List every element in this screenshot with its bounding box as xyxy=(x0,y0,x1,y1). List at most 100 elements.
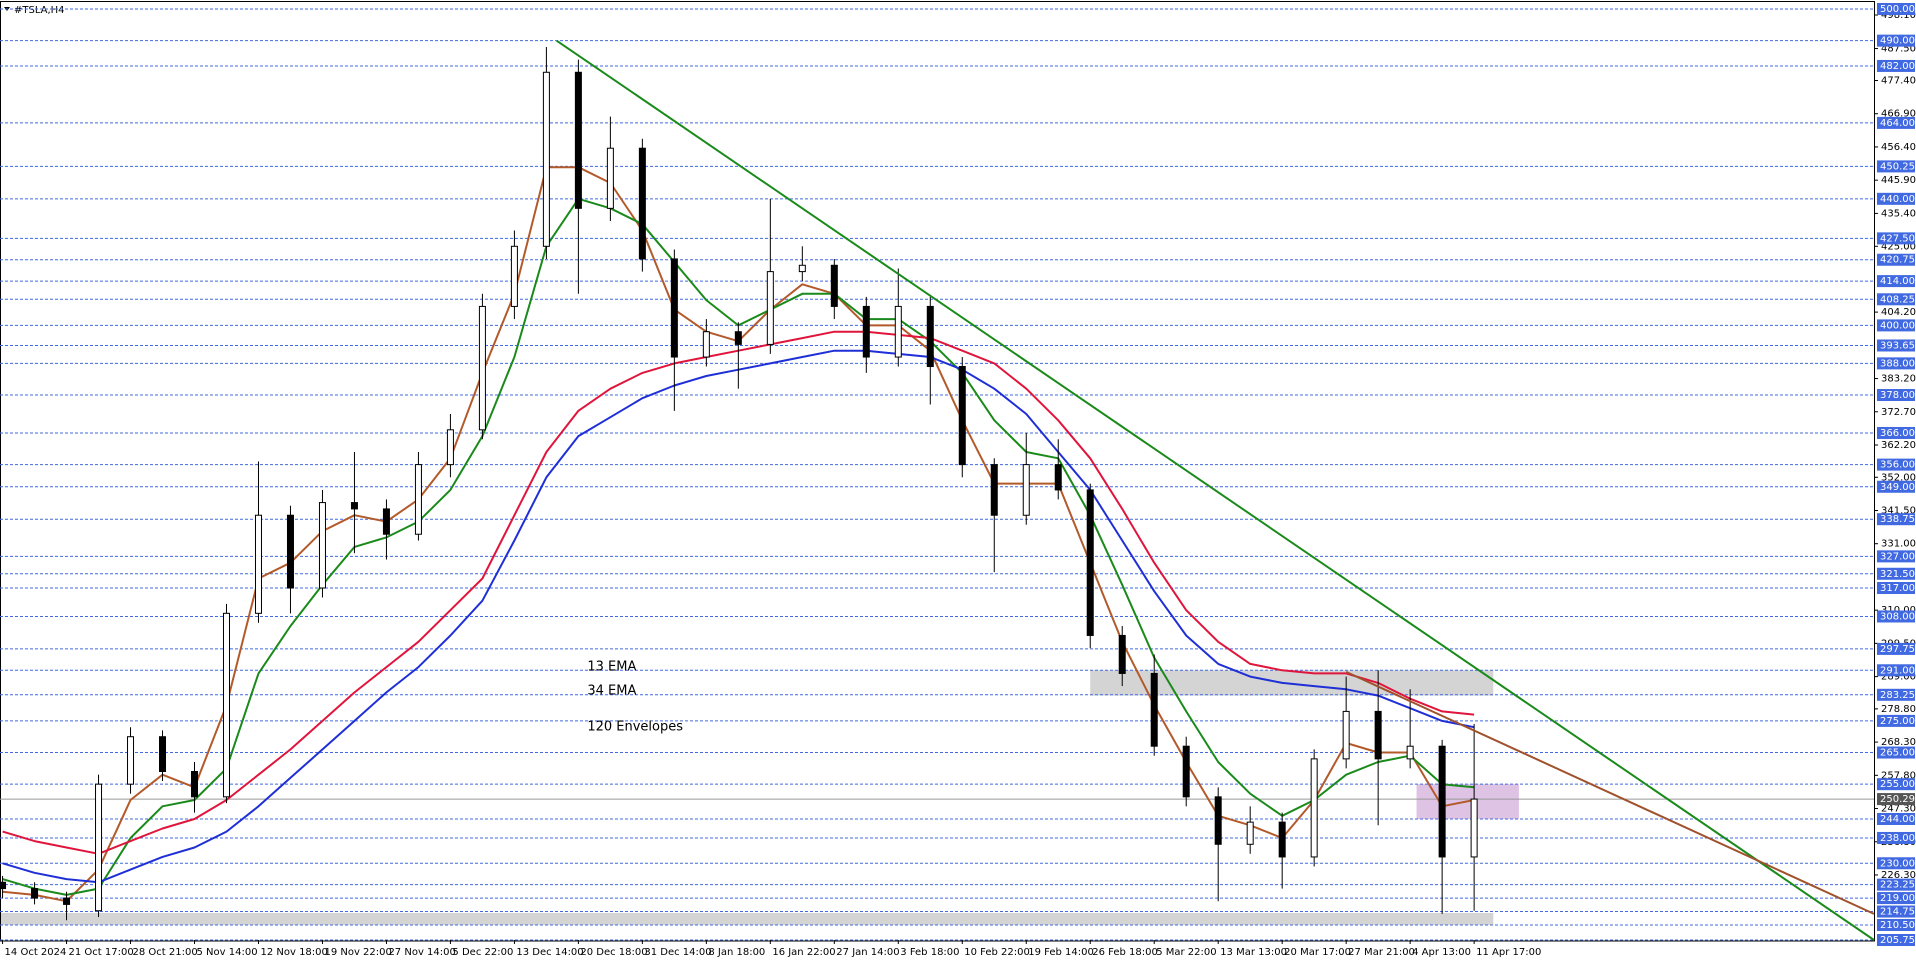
last-price-label: 250.29 xyxy=(1880,794,1915,805)
y-tick-label: 226.30 xyxy=(1881,870,1916,881)
candle-body xyxy=(1342,710,1350,760)
candle-body xyxy=(1086,489,1094,636)
level-label: 393.65 xyxy=(1880,340,1915,351)
candle-body xyxy=(446,429,454,466)
level-label-box xyxy=(1877,357,1915,370)
candle-body xyxy=(638,147,646,260)
level-label-box xyxy=(1877,34,1915,47)
candle-body xyxy=(382,508,390,535)
level-label-box xyxy=(1877,610,1915,623)
x-tick-label: 13 Mar 13:00 xyxy=(1220,947,1287,958)
y-tick-label: 466.90 xyxy=(1881,109,1916,120)
candle-body xyxy=(350,502,358,510)
candle-body xyxy=(95,783,103,912)
candle-body xyxy=(1406,745,1414,760)
level-label-box xyxy=(1877,746,1915,759)
level-label-box xyxy=(1877,59,1915,72)
level-label: 420.75 xyxy=(1880,255,1915,266)
candle-body xyxy=(862,305,870,358)
y-tick-label: 331.00 xyxy=(1881,539,1916,550)
x-tick-label: 26 Feb 18:00 xyxy=(1092,947,1158,958)
candle-body xyxy=(606,147,614,209)
candle-body xyxy=(830,264,838,307)
candle-body xyxy=(31,888,39,899)
level-label-box xyxy=(1877,513,1915,526)
candle-body xyxy=(1246,821,1254,845)
level-label-box xyxy=(1877,688,1915,701)
level-label: 297.75 xyxy=(1880,644,1915,655)
y-tick-label: 498.10 xyxy=(1881,10,1916,21)
level-label: 283.25 xyxy=(1880,690,1915,701)
plot-frame xyxy=(0,1,1875,942)
x-tick-label: 19 Feb 14:00 xyxy=(1028,947,1094,958)
level-label-box xyxy=(1877,116,1915,129)
level-label: 230.00 xyxy=(1880,858,1915,869)
candle-body xyxy=(286,514,294,589)
x-tick-label: 8 Jan 18:00 xyxy=(708,947,765,958)
candle-body xyxy=(670,258,678,358)
y-tick-label: 352.00 xyxy=(1881,472,1916,483)
level-label-box xyxy=(1877,426,1915,439)
y-tick-label: 445.90 xyxy=(1881,175,1916,186)
level-label-box xyxy=(1877,892,1915,905)
level-label: 275.00 xyxy=(1880,716,1915,727)
y-tick-label: 435.40 xyxy=(1881,208,1916,219)
level-label: 366.00 xyxy=(1880,428,1915,439)
x-tick-label: 11 Apr 17:00 xyxy=(1476,947,1541,958)
level-label-box xyxy=(1877,339,1915,352)
level-label: 308.00 xyxy=(1880,611,1915,622)
x-tick-label: 5 Mar 22:00 xyxy=(1156,947,1216,958)
candle-body xyxy=(734,331,742,345)
y-tick-label: 341.50 xyxy=(1881,505,1916,516)
level-label: 464.00 xyxy=(1880,118,1915,129)
level-label: 205.75 xyxy=(1880,935,1915,946)
x-tick-label: 27 Nov 14:00 xyxy=(388,947,455,958)
level-label-box xyxy=(1877,714,1915,727)
level-label: 317.00 xyxy=(1880,583,1915,594)
level-label: 356.00 xyxy=(1880,460,1915,471)
candle-body xyxy=(1278,821,1286,858)
level-label-box xyxy=(1877,857,1915,870)
level-label-box xyxy=(1877,934,1915,946)
x-tick-label: 27 Jan 14:00 xyxy=(836,947,899,958)
x-tick-label: 5 Dec 22:00 xyxy=(452,947,513,958)
x-tick-label: 27 Mar 21:00 xyxy=(1348,947,1415,958)
y-tick-label: 383.20 xyxy=(1881,374,1916,385)
level-label: 338.75 xyxy=(1880,514,1915,525)
candle-body xyxy=(478,305,486,431)
y-tick-label: 372.70 xyxy=(1881,407,1916,418)
x-tick-label: 16 Jan 22:00 xyxy=(772,947,835,958)
level-label-box xyxy=(1877,582,1915,595)
level-label-box xyxy=(1877,275,1915,288)
level-label-box xyxy=(1877,389,1915,402)
level-label: 265.00 xyxy=(1880,748,1915,759)
candle-body xyxy=(414,464,422,535)
candle-body xyxy=(1214,796,1222,845)
trendline xyxy=(1345,670,1875,915)
candle-body xyxy=(926,305,934,368)
level-label: 378.00 xyxy=(1880,390,1915,401)
level-label: 414.00 xyxy=(1880,276,1915,287)
level-label: 440.00 xyxy=(1880,194,1915,205)
level-label: 490.00 xyxy=(1880,36,1915,47)
level-label-box xyxy=(1877,567,1915,580)
annotation: 13 EMA xyxy=(587,660,636,675)
candle-body xyxy=(63,897,71,905)
candle-body xyxy=(990,464,998,516)
level-label-box xyxy=(1877,3,1915,15)
level-label-box xyxy=(1877,778,1915,791)
level-label-box xyxy=(1877,812,1915,825)
x-tick-label: 4 Apr 13:00 xyxy=(1412,947,1471,958)
candle-body xyxy=(159,736,167,773)
level-label-box xyxy=(1877,253,1915,266)
level-label: 244.00 xyxy=(1880,814,1915,825)
level-label-box xyxy=(1877,319,1915,332)
candle-body xyxy=(1470,798,1478,858)
level-label-box xyxy=(1877,160,1915,173)
candle-body xyxy=(542,71,550,247)
y-tick-label: 362.20 xyxy=(1881,440,1916,451)
level-label-box xyxy=(1877,918,1915,931)
last-price-box xyxy=(1877,793,1915,806)
